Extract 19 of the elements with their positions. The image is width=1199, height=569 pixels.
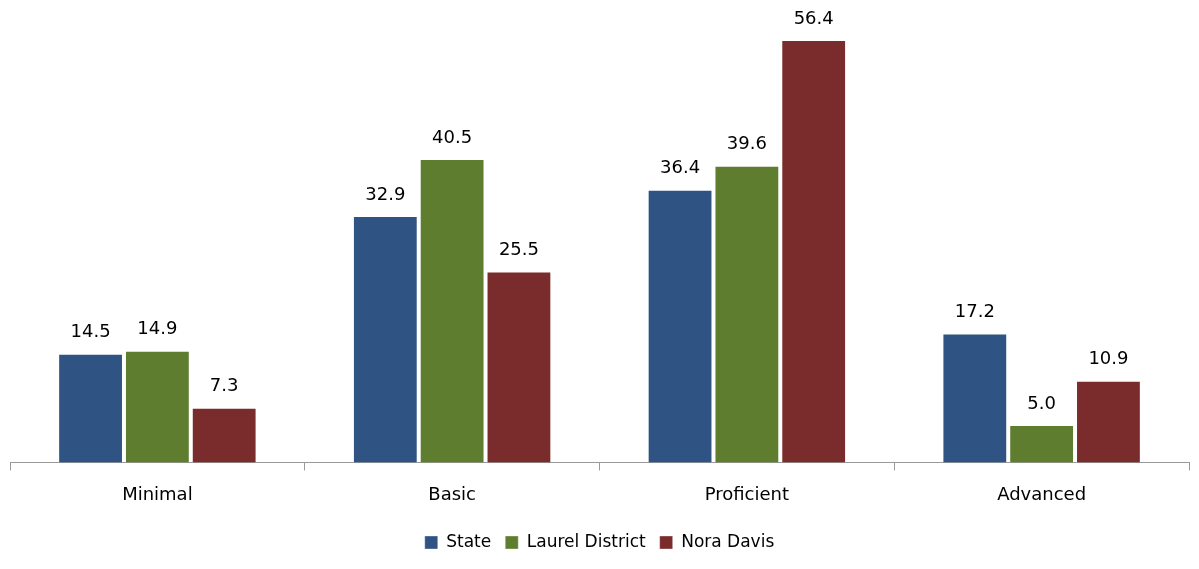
x-tick-label: Basic bbox=[428, 482, 476, 504]
data-label: 25.5 bbox=[498, 238, 539, 260]
data-label: 7.3 bbox=[209, 374, 239, 396]
data-label: 56.4 bbox=[793, 6, 834, 28]
data-label: 39.6 bbox=[726, 132, 767, 154]
x-tick-label: Minimal bbox=[122, 482, 193, 504]
data-label: 14.5 bbox=[70, 320, 111, 342]
data-label: 14.9 bbox=[137, 317, 178, 339]
legend-label: State bbox=[446, 530, 492, 551]
legend-label: Laurel District bbox=[526, 530, 647, 551]
data-label: 10.9 bbox=[1088, 347, 1129, 369]
legend-label: Nora Davis bbox=[681, 530, 775, 551]
data-label: 5.0 bbox=[1027, 391, 1056, 413]
x-tick-label: Advanced bbox=[997, 482, 1087, 504]
x-tick-label: Proficient bbox=[704, 482, 790, 504]
data-label: 36.4 bbox=[660, 156, 701, 178]
data-label: 17.2 bbox=[954, 300, 995, 322]
data-label: 40.5 bbox=[432, 125, 473, 147]
data-label: 32.9 bbox=[365, 182, 406, 204]
